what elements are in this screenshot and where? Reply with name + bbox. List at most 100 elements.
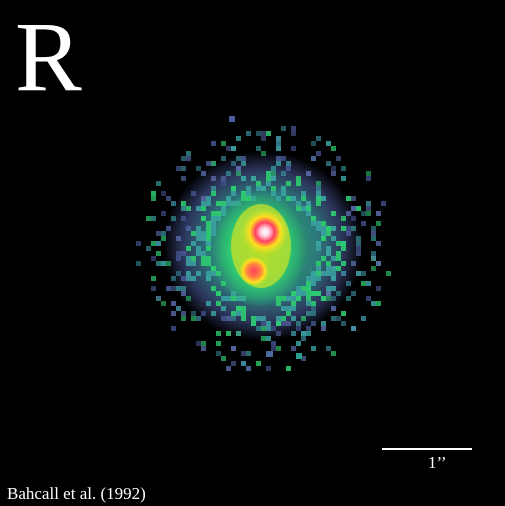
- halo-speckle: [241, 361, 246, 366]
- halo-speckle: [386, 271, 391, 276]
- halo-speckle: [201, 256, 206, 261]
- halo-speckle: [321, 236, 326, 241]
- halo-speckle: [221, 141, 226, 146]
- halo-speckle: [306, 276, 311, 281]
- halo-speckle: [271, 166, 276, 171]
- halo-speckle: [376, 286, 381, 291]
- halo-speckle: [291, 126, 296, 131]
- halo-speckle: [261, 316, 266, 321]
- halo-speckle: [151, 256, 156, 261]
- halo-speckle: [321, 321, 326, 326]
- halo-speckle: [311, 156, 316, 161]
- halo-speckle: [316, 261, 321, 266]
- halo-speckle: [176, 256, 181, 261]
- halo-speckle: [326, 261, 331, 266]
- halo-speckle: [331, 296, 336, 301]
- halo-speckle: [176, 236, 181, 241]
- halo-speckle: [296, 206, 301, 211]
- halo-speckle: [226, 201, 231, 206]
- halo-speckle: [201, 311, 206, 316]
- halo-speckle: [291, 196, 296, 201]
- halo-speckle: [206, 226, 211, 231]
- secondary-nucleus: [239, 256, 269, 286]
- halo-speckle: [351, 196, 356, 201]
- halo-speckle: [331, 211, 336, 216]
- halo-speckle: [301, 191, 306, 196]
- halo-speckle: [196, 246, 201, 251]
- halo-speckle: [266, 336, 271, 341]
- halo-speckle: [191, 316, 196, 321]
- halo-speckle: [276, 146, 281, 151]
- halo-speckle: [331, 271, 336, 276]
- halo-speckle: [346, 296, 351, 301]
- halo-speckle: [286, 296, 291, 301]
- quasar-nucleus: [241, 208, 289, 256]
- halo-speckle: [311, 321, 316, 326]
- halo-speckle: [326, 231, 331, 236]
- halo-speckle: [196, 236, 201, 241]
- halo-speckle: [361, 281, 366, 286]
- halo-speckle: [206, 261, 211, 266]
- halo-speckle: [201, 231, 206, 236]
- halo-speckle: [161, 261, 166, 266]
- halo-speckle: [196, 341, 201, 346]
- halo-speckle: [221, 206, 226, 211]
- halo-speckle: [371, 301, 376, 306]
- halo-speckle: [221, 316, 226, 321]
- halo-speckle: [366, 211, 371, 216]
- halo-speckle: [241, 351, 246, 356]
- halo-speckle: [136, 241, 141, 246]
- halo-speckle: [161, 301, 166, 306]
- halo-speckle: [266, 171, 271, 176]
- halo-speckle: [181, 316, 186, 321]
- halo-speckle: [196, 251, 201, 256]
- halo-speckle: [351, 206, 356, 211]
- halo-speckle: [306, 326, 311, 331]
- halo-speckle: [356, 241, 361, 246]
- halo-speckle: [226, 146, 231, 151]
- halo-speckle: [316, 221, 321, 226]
- halo-speckle: [326, 246, 331, 251]
- halo-speckle: [316, 276, 321, 281]
- halo-speckle: [291, 316, 296, 321]
- halo-speckle: [306, 206, 311, 211]
- halo-speckle: [276, 156, 281, 161]
- halo-speckle: [366, 176, 371, 181]
- halo-speckle: [301, 316, 306, 321]
- halo-speckle: [251, 321, 256, 326]
- halo-speckle: [316, 201, 321, 206]
- halo-speckle: [371, 251, 376, 256]
- halo-speckle: [331, 171, 336, 176]
- halo-speckle: [311, 216, 316, 221]
- halo-speckle: [326, 286, 331, 291]
- halo-speckle: [296, 181, 301, 186]
- halo-speckle: [306, 331, 311, 336]
- halo-speckle: [346, 226, 351, 231]
- halo-speckle: [271, 346, 276, 351]
- halo-speckle: [256, 146, 261, 151]
- halo-speckle: [331, 166, 336, 171]
- halo-speckle: [301, 196, 306, 201]
- halo-speckle: [226, 296, 231, 301]
- halo-speckle: [196, 316, 201, 321]
- halo-speckle: [316, 246, 321, 251]
- halo-speckle: [326, 226, 331, 231]
- halo-speckle: [281, 191, 286, 196]
- halo-speckle: [201, 201, 206, 206]
- halo-speckle: [231, 346, 236, 351]
- halo-speckle: [196, 166, 201, 171]
- halo-speckle: [261, 186, 266, 191]
- halo-speckle: [191, 191, 196, 196]
- halo-speckle: [211, 226, 216, 231]
- halo-speckle: [291, 346, 296, 351]
- halo-speckle: [256, 131, 261, 136]
- halo-speckle: [301, 291, 306, 296]
- halo-speckle: [286, 311, 291, 316]
- halo-speckle: [276, 316, 281, 321]
- halo-speckle: [206, 246, 211, 251]
- halo-speckle: [376, 301, 381, 306]
- halo-speckle: [296, 296, 301, 301]
- halo-speckle: [206, 231, 211, 236]
- halo-speckle: [356, 236, 361, 241]
